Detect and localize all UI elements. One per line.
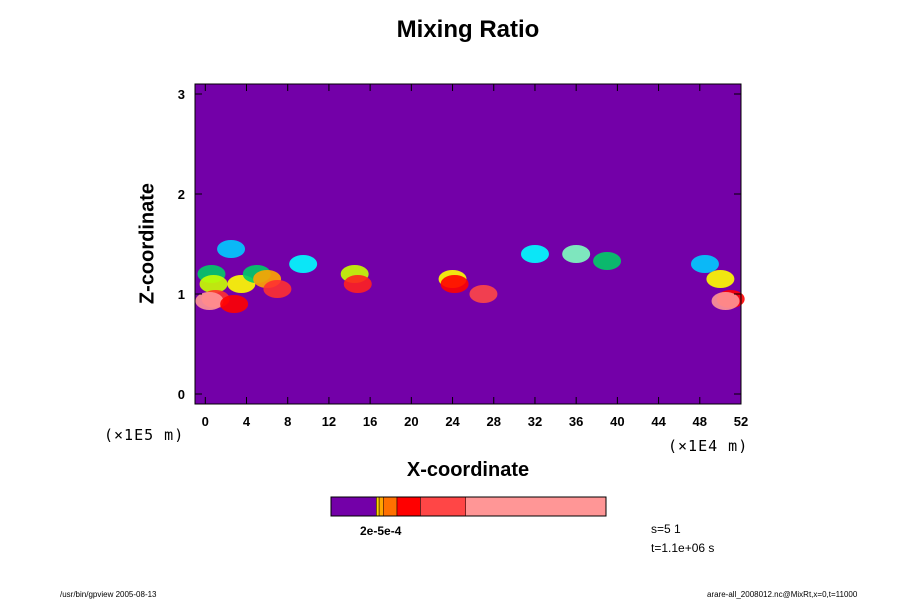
field-blob [220, 295, 249, 313]
x-axis-unit: (×1E4 m) [668, 437, 749, 455]
x-tick-label: 40 [610, 414, 624, 429]
y-axis: 0 1 2 3 [178, 87, 741, 402]
field-blob [289, 255, 318, 273]
plot-area [194, 83, 745, 405]
x-tick-label: 44 [651, 414, 666, 429]
y-axis-unit: (×1E5 m) [104, 426, 185, 444]
stats-t: t=1.1e+06 s [651, 541, 715, 555]
field-blob [562, 245, 591, 263]
field-blob [263, 280, 292, 298]
x-tick-label: 20 [404, 414, 418, 429]
footer-source: arare-all_2008012.nc@MixRt,x=0,t=11000 [707, 590, 858, 599]
x-tick-label: 4 [243, 414, 251, 429]
y-axis-label: Z-coordinate [136, 182, 159, 305]
field-blob [343, 275, 372, 293]
y-tick-label: 1 [178, 287, 185, 302]
y-tick-label: 0 [178, 387, 185, 402]
x-tick-label: 16 [363, 414, 377, 429]
field-blob [195, 292, 224, 310]
x-tick-label: 32 [528, 414, 542, 429]
colorbar-segment [396, 496, 421, 517]
chart-title: Mixing Ratio [396, 16, 540, 43]
colorbar-segment [420, 496, 466, 517]
x-tick-label: 52 [734, 414, 748, 429]
colorbar-segment [378, 496, 384, 517]
field-blob [199, 275, 228, 293]
field-blob [593, 252, 622, 270]
colorbar-segment [465, 496, 607, 517]
field-blob [440, 275, 469, 293]
field-blob [690, 255, 719, 273]
footer-command: /usr/bin/gpview 2005-08-13 [60, 590, 157, 599]
y-tick-label: 2 [178, 187, 185, 202]
field-blob [520, 245, 549, 263]
field-blob [217, 240, 246, 258]
field-blob [706, 270, 735, 288]
colorbar-segment [383, 496, 398, 517]
stats-s: s=5 1 [651, 522, 681, 536]
x-tick-label: 36 [569, 414, 583, 429]
y-tick-label: 3 [178, 87, 185, 102]
colorbar-frame [330, 496, 607, 517]
plot-frame [194, 83, 742, 405]
colorbar-label: 2e-5e-4 [360, 524, 402, 538]
x-tick-label: 12 [322, 414, 336, 429]
x-axis-label: X-coordinate [406, 459, 530, 481]
x-tick-label: 28 [487, 414, 501, 429]
x-axis: 0 4 8 12 16 20 24 28 32 36 40 44 48 52 [202, 84, 748, 429]
x-tick-label: 48 [693, 414, 707, 429]
field-blob [469, 285, 498, 303]
colorbar-segment [376, 496, 380, 517]
plot-background [195, 84, 741, 404]
x-tick-label: 8 [284, 414, 291, 429]
colorbar-segment [330, 496, 377, 517]
field-blob [711, 292, 740, 310]
x-tick-label: 24 [445, 414, 460, 429]
x-tick-label: 0 [202, 414, 209, 429]
colorbar [330, 496, 607, 517]
